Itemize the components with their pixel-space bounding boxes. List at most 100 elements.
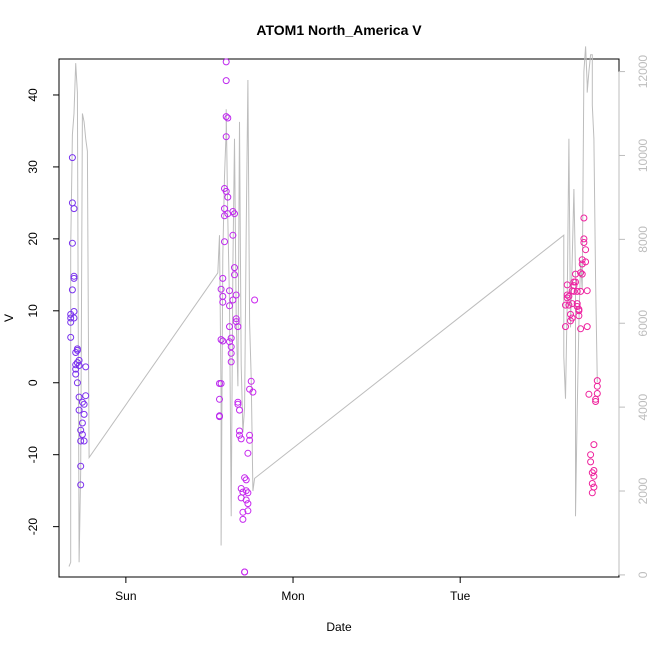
data-point bbox=[570, 282, 578, 290]
data-point bbox=[229, 208, 237, 215]
data-point bbox=[227, 334, 235, 342]
data-layer bbox=[67, 46, 601, 576]
data-point bbox=[75, 356, 83, 364]
data-point bbox=[219, 337, 227, 345]
data-point bbox=[75, 393, 83, 401]
data-point bbox=[226, 302, 233, 310]
data-point bbox=[590, 441, 598, 449]
y-tick-label: -20 bbox=[26, 518, 40, 536]
data-point bbox=[80, 410, 88, 418]
data-point bbox=[588, 469, 596, 477]
data-point bbox=[247, 377, 255, 385]
data-point bbox=[221, 238, 228, 246]
data-point bbox=[219, 298, 227, 306]
data-point bbox=[577, 325, 585, 333]
data-point bbox=[226, 323, 233, 331]
y2-tick-label: 0 bbox=[636, 571, 650, 578]
data-point bbox=[563, 294, 571, 302]
data-point bbox=[587, 451, 595, 459]
data-point bbox=[68, 286, 76, 294]
data-point bbox=[237, 435, 245, 443]
y-tick-label: 0 bbox=[26, 379, 40, 386]
data-point bbox=[82, 392, 90, 400]
data-point bbox=[580, 235, 588, 243]
y2-tick-label: 4000 bbox=[636, 393, 650, 420]
plot-frame bbox=[58, 58, 620, 578]
data-point bbox=[565, 292, 573, 300]
data-point bbox=[231, 210, 238, 218]
data-point bbox=[70, 272, 78, 280]
y-tick-label: 10 bbox=[26, 304, 40, 318]
data-point bbox=[82, 363, 90, 371]
data-point bbox=[244, 449, 252, 457]
data-point bbox=[592, 398, 600, 405]
data-point bbox=[242, 496, 250, 504]
y2-tick-label: 6000 bbox=[636, 310, 650, 337]
data-point bbox=[239, 488, 247, 496]
data-point bbox=[575, 312, 583, 320]
y2-tick-label: 2000 bbox=[636, 477, 650, 504]
data-point bbox=[222, 133, 230, 141]
data-point bbox=[232, 315, 240, 323]
data-point bbox=[77, 462, 85, 470]
data-point bbox=[244, 507, 252, 515]
data-point bbox=[588, 480, 596, 487]
data-point bbox=[583, 323, 591, 331]
data-point bbox=[568, 300, 576, 308]
data-point bbox=[234, 323, 242, 331]
data-point bbox=[68, 154, 76, 162]
series-line bbox=[68, 46, 598, 567]
y-tick-label: 30 bbox=[26, 160, 40, 174]
data-point bbox=[78, 419, 86, 427]
y-tick-label: 40 bbox=[26, 88, 40, 102]
data-point bbox=[73, 379, 81, 387]
y-axis-label: V bbox=[2, 314, 16, 322]
data-point bbox=[217, 380, 225, 387]
data-point bbox=[239, 515, 247, 523]
data-point bbox=[562, 301, 569, 309]
chart-title: ATOM1 North_America V bbox=[256, 22, 422, 38]
data-point bbox=[249, 388, 257, 396]
axes-layer: Sun Mon Tue -20 -10 0 10 20 30 40 0 2000 4000 6000 800… bbox=[26, 55, 650, 603]
data-point bbox=[568, 314, 576, 322]
data-point bbox=[68, 239, 76, 247]
data-point bbox=[590, 483, 598, 491]
data-point bbox=[234, 398, 242, 406]
data-point bbox=[244, 500, 252, 508]
data-point bbox=[244, 489, 252, 497]
x-tick-label: Mon bbox=[281, 589, 304, 603]
data-point bbox=[578, 270, 586, 278]
data-point bbox=[70, 314, 78, 322]
data-point bbox=[229, 296, 237, 304]
data-point bbox=[77, 437, 85, 445]
data-point bbox=[575, 307, 583, 315]
data-point bbox=[251, 296, 259, 304]
data-point bbox=[216, 412, 223, 420]
data-point bbox=[224, 193, 232, 201]
data-point bbox=[590, 467, 598, 474]
data-point bbox=[582, 258, 590, 266]
y2-tick-label: 10000 bbox=[636, 138, 650, 172]
data-point bbox=[572, 278, 579, 286]
data-point bbox=[239, 508, 247, 516]
data-point bbox=[232, 318, 240, 326]
data-point bbox=[217, 285, 225, 293]
data-point bbox=[242, 476, 250, 484]
data-point bbox=[222, 58, 230, 66]
data-point bbox=[68, 199, 76, 207]
y-tick-label: -10 bbox=[26, 446, 40, 464]
data-point bbox=[229, 231, 237, 239]
data-point bbox=[70, 205, 78, 213]
data-point bbox=[580, 214, 588, 222]
data-point bbox=[67, 318, 75, 326]
data-point bbox=[75, 362, 83, 369]
data-point bbox=[72, 361, 80, 369]
data-point bbox=[80, 400, 88, 408]
data-point bbox=[231, 264, 238, 272]
data-point bbox=[222, 113, 230, 121]
data-point bbox=[562, 323, 569, 331]
x-axis-label: Date bbox=[326, 620, 352, 634]
data-point bbox=[246, 431, 254, 439]
data-point bbox=[241, 474, 249, 482]
